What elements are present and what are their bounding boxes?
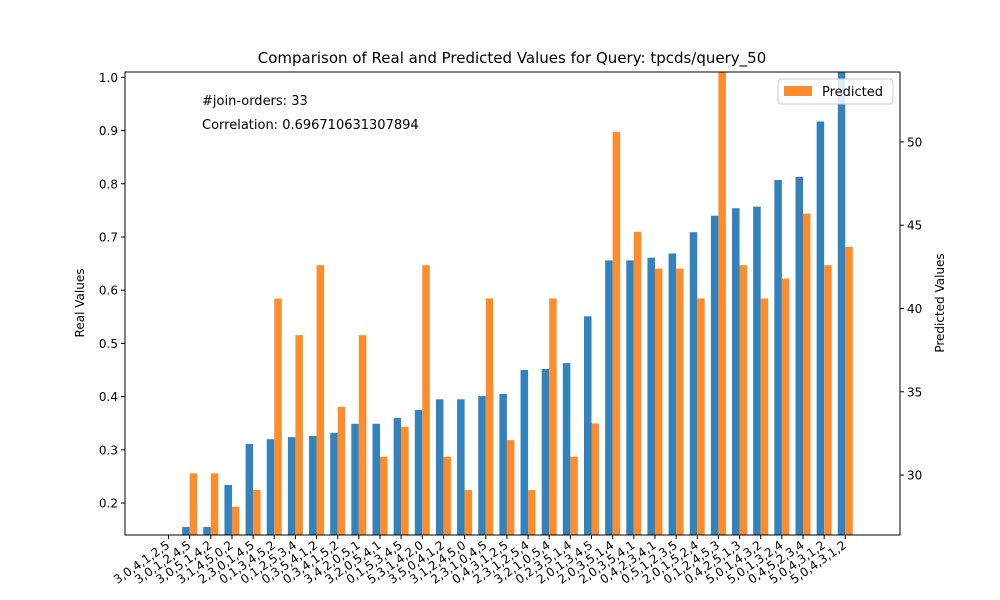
right-axis-label: Predicted Values <box>933 253 947 352</box>
left-tick-label: 1.0 <box>99 71 118 85</box>
bar-real <box>287 437 296 535</box>
bar-real <box>351 423 359 535</box>
bar-real <box>330 432 338 535</box>
bar-predicted <box>718 72 726 535</box>
left-tick-label: 0.3 <box>99 443 118 457</box>
bar-real <box>372 423 380 535</box>
right-axis: 30 35 40 45 50 <box>900 135 922 483</box>
bar-predicted <box>845 246 853 535</box>
bar-predicted <box>803 213 811 535</box>
bar-predicted <box>633 231 642 535</box>
bar-real <box>309 436 317 535</box>
bar-predicted <box>570 456 578 535</box>
bar-real <box>520 370 529 535</box>
bar-real <box>478 396 486 535</box>
bar-real <box>435 399 444 535</box>
bar-predicted <box>697 298 705 535</box>
bar-predicted <box>189 473 198 535</box>
right-tick-label: 35 <box>907 385 922 399</box>
bar-real <box>605 260 613 535</box>
bar-predicted <box>337 406 346 535</box>
bar-predicted <box>824 265 832 535</box>
legend-swatch-predicted <box>784 86 812 96</box>
bar-real <box>266 439 275 535</box>
bar-predicted <box>464 490 473 535</box>
bar-predicted <box>253 490 261 535</box>
bar-predicted <box>506 440 515 535</box>
bar-real <box>499 393 507 535</box>
right-tick-label: 50 <box>907 135 922 149</box>
plot-frame <box>124 71 901 536</box>
bar-real <box>224 484 232 535</box>
legend-label-predicted: Predicted <box>822 85 883 100</box>
bar-predicted <box>485 298 494 535</box>
annotation-correlation: Correlation: 0.696710631307894 <box>202 118 419 133</box>
bar-predicted <box>295 335 303 535</box>
left-tick-label: 0.6 <box>99 284 118 298</box>
bar-predicted <box>528 490 536 535</box>
bar-real <box>541 368 550 535</box>
bar-predicted <box>760 298 769 535</box>
bar-predicted <box>210 473 219 535</box>
right-tick-label: 45 <box>907 219 922 233</box>
bar-real <box>774 180 782 535</box>
bar-real <box>182 527 190 535</box>
left-tick-label: 0.7 <box>99 230 118 244</box>
bar-predicted <box>591 423 599 535</box>
bar-predicted <box>443 456 451 535</box>
bar-predicted <box>676 268 684 535</box>
bar-real <box>795 176 803 535</box>
bar-predicted <box>654 268 663 535</box>
bar-real <box>245 444 254 535</box>
bar-predicted <box>549 298 557 535</box>
bar-predicted <box>612 131 621 535</box>
bar-predicted <box>422 265 430 535</box>
bar-real <box>668 253 677 535</box>
bar-real <box>562 363 571 535</box>
legend: Predicted <box>777 78 894 105</box>
bar-predicted <box>274 298 282 535</box>
left-tick-label: 0.5 <box>99 337 118 351</box>
right-tick-label: 40 <box>907 302 922 316</box>
left-tick-label: 0.8 <box>99 177 118 191</box>
bar-real <box>647 257 655 535</box>
bar-real <box>732 208 740 536</box>
bar-predicted <box>231 506 240 535</box>
chart-title: Comparison of Real and Predicted Values … <box>258 49 767 68</box>
left-tick-label: 0.9 <box>99 124 118 138</box>
bar-real <box>837 72 846 535</box>
bar-predicted <box>781 278 790 535</box>
left-tick-label: 0.4 <box>99 390 118 404</box>
bar-real <box>710 215 719 535</box>
bar-predicted <box>358 335 367 535</box>
left-axis-label: Real Values <box>73 269 87 338</box>
bar-predicted <box>401 426 409 535</box>
bar-real <box>457 399 465 535</box>
bar-real <box>753 206 761 535</box>
bar-real <box>203 527 211 535</box>
legend-box <box>777 78 894 105</box>
bar-real <box>689 232 698 535</box>
bar-predicted <box>380 456 388 535</box>
x-axis: 3,0,4,1,2,53,0,1,2,4,53,0,5,1,4,23,1,4,5… <box>111 535 849 587</box>
bar-real <box>414 409 423 535</box>
right-tick-label: 30 <box>907 469 922 483</box>
bar-real <box>393 417 402 535</box>
left-axis: 0.2 0.3 0.4 0.5 0.6 0.7 0.8 0.9 1.0 <box>99 71 125 511</box>
annotation-join-orders: #join-orders: 33 <box>202 94 308 109</box>
bars-layer <box>182 72 853 536</box>
bar-real <box>816 121 825 536</box>
bar-real <box>584 316 592 535</box>
bar-predicted <box>316 265 325 535</box>
bar-predicted <box>739 265 748 535</box>
bar-real <box>626 260 634 535</box>
left-tick-label: 0.2 <box>99 497 118 511</box>
